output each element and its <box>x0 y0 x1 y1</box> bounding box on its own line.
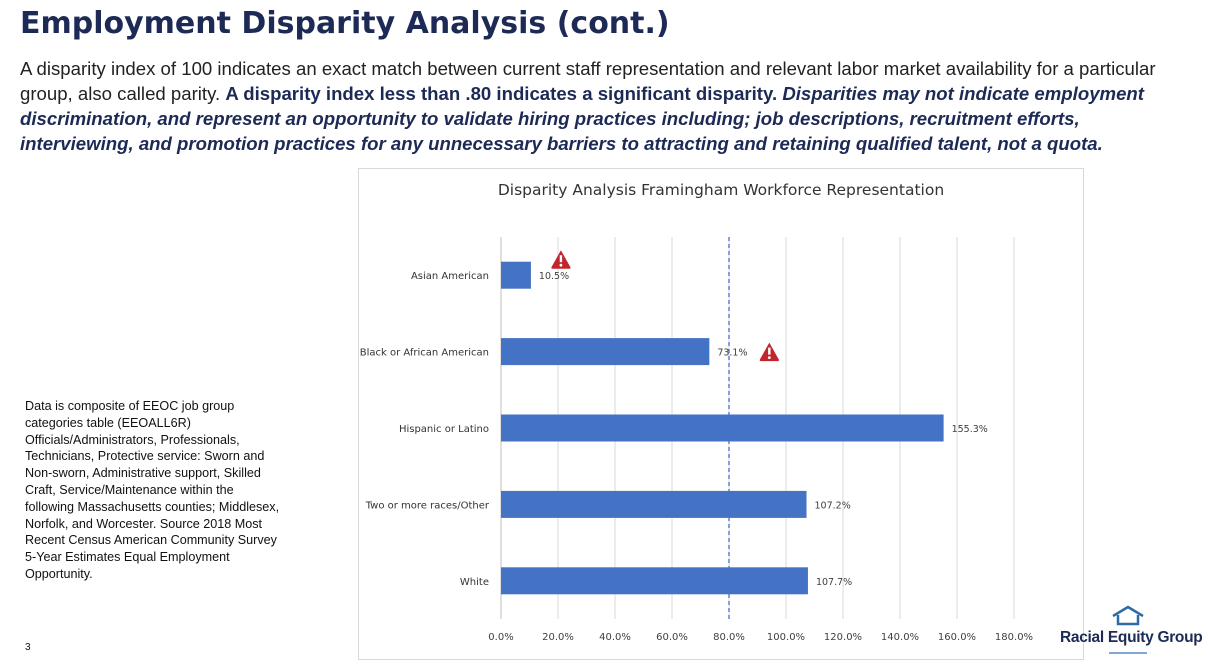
warning-icon <box>759 342 779 362</box>
page-number: 3 <box>25 642 31 653</box>
house-outline-icon <box>1112 605 1144 626</box>
category-label: Hispanic or Latino <box>399 424 489 435</box>
bar <box>501 414 944 442</box>
chart-title: Disparity Analysis Framingham Workforce … <box>498 181 944 199</box>
x-tick-label: 180.0% <box>995 632 1033 643</box>
data-source-footnote: Data is composite of EEOC job group cate… <box>25 399 280 581</box>
warning-mark <box>559 255 563 263</box>
value-label: 10.5% <box>539 271 569 282</box>
intro-plain-text: A disparity index of 100 indicates an ex… <box>20 58 1156 104</box>
bar <box>501 261 531 289</box>
category-label: Black or African American <box>360 348 489 359</box>
x-tick-label: 100.0% <box>767 632 805 643</box>
disparity-bar-chart: Disparity Analysis Framingham Workforce … <box>360 181 1033 643</box>
category-label: Two or more races/Other <box>365 500 490 511</box>
intro-paragraph: A disparity index of 100 indicates an ex… <box>20 56 1190 156</box>
warning-mark <box>768 347 771 355</box>
chart-container: Disparity Analysis Framingham Workforce … <box>358 168 1084 660</box>
warning-dot <box>559 263 563 267</box>
x-tick-label: 60.0% <box>656 632 688 643</box>
bar <box>501 338 710 366</box>
value-label: 73.1% <box>717 348 747 359</box>
page-title: Employment Disparity Analysis (cont.) <box>20 6 670 41</box>
x-tick-label: 160.0% <box>938 632 976 643</box>
x-tick-label: 140.0% <box>881 632 919 643</box>
category-label: White <box>460 577 489 588</box>
racial-equity-group-logo: Racial Equity Group <box>1060 605 1203 665</box>
warning-dot <box>767 356 771 359</box>
logo-text: Racial Equity Group <box>1060 629 1203 646</box>
x-tick-label: 40.0% <box>599 632 631 643</box>
intro-italic-text: Disparities may not indicate employment … <box>20 83 1144 154</box>
x-tick-label: 80.0% <box>713 632 745 643</box>
logo-underline <box>1109 652 1147 654</box>
bar <box>501 490 807 518</box>
value-label: 107.2% <box>815 500 851 511</box>
intro-bold-text: A disparity index less than .80 indicate… <box>225 83 778 104</box>
x-tick-label: 20.0% <box>542 632 574 643</box>
value-label: 107.7% <box>816 577 852 588</box>
category-label: Asian American <box>411 271 489 282</box>
warning-icon <box>551 250 571 269</box>
x-tick-label: 0.0% <box>488 632 513 643</box>
bar <box>501 567 808 595</box>
x-tick-label: 120.0% <box>824 632 862 643</box>
value-label: 155.3% <box>952 424 988 435</box>
